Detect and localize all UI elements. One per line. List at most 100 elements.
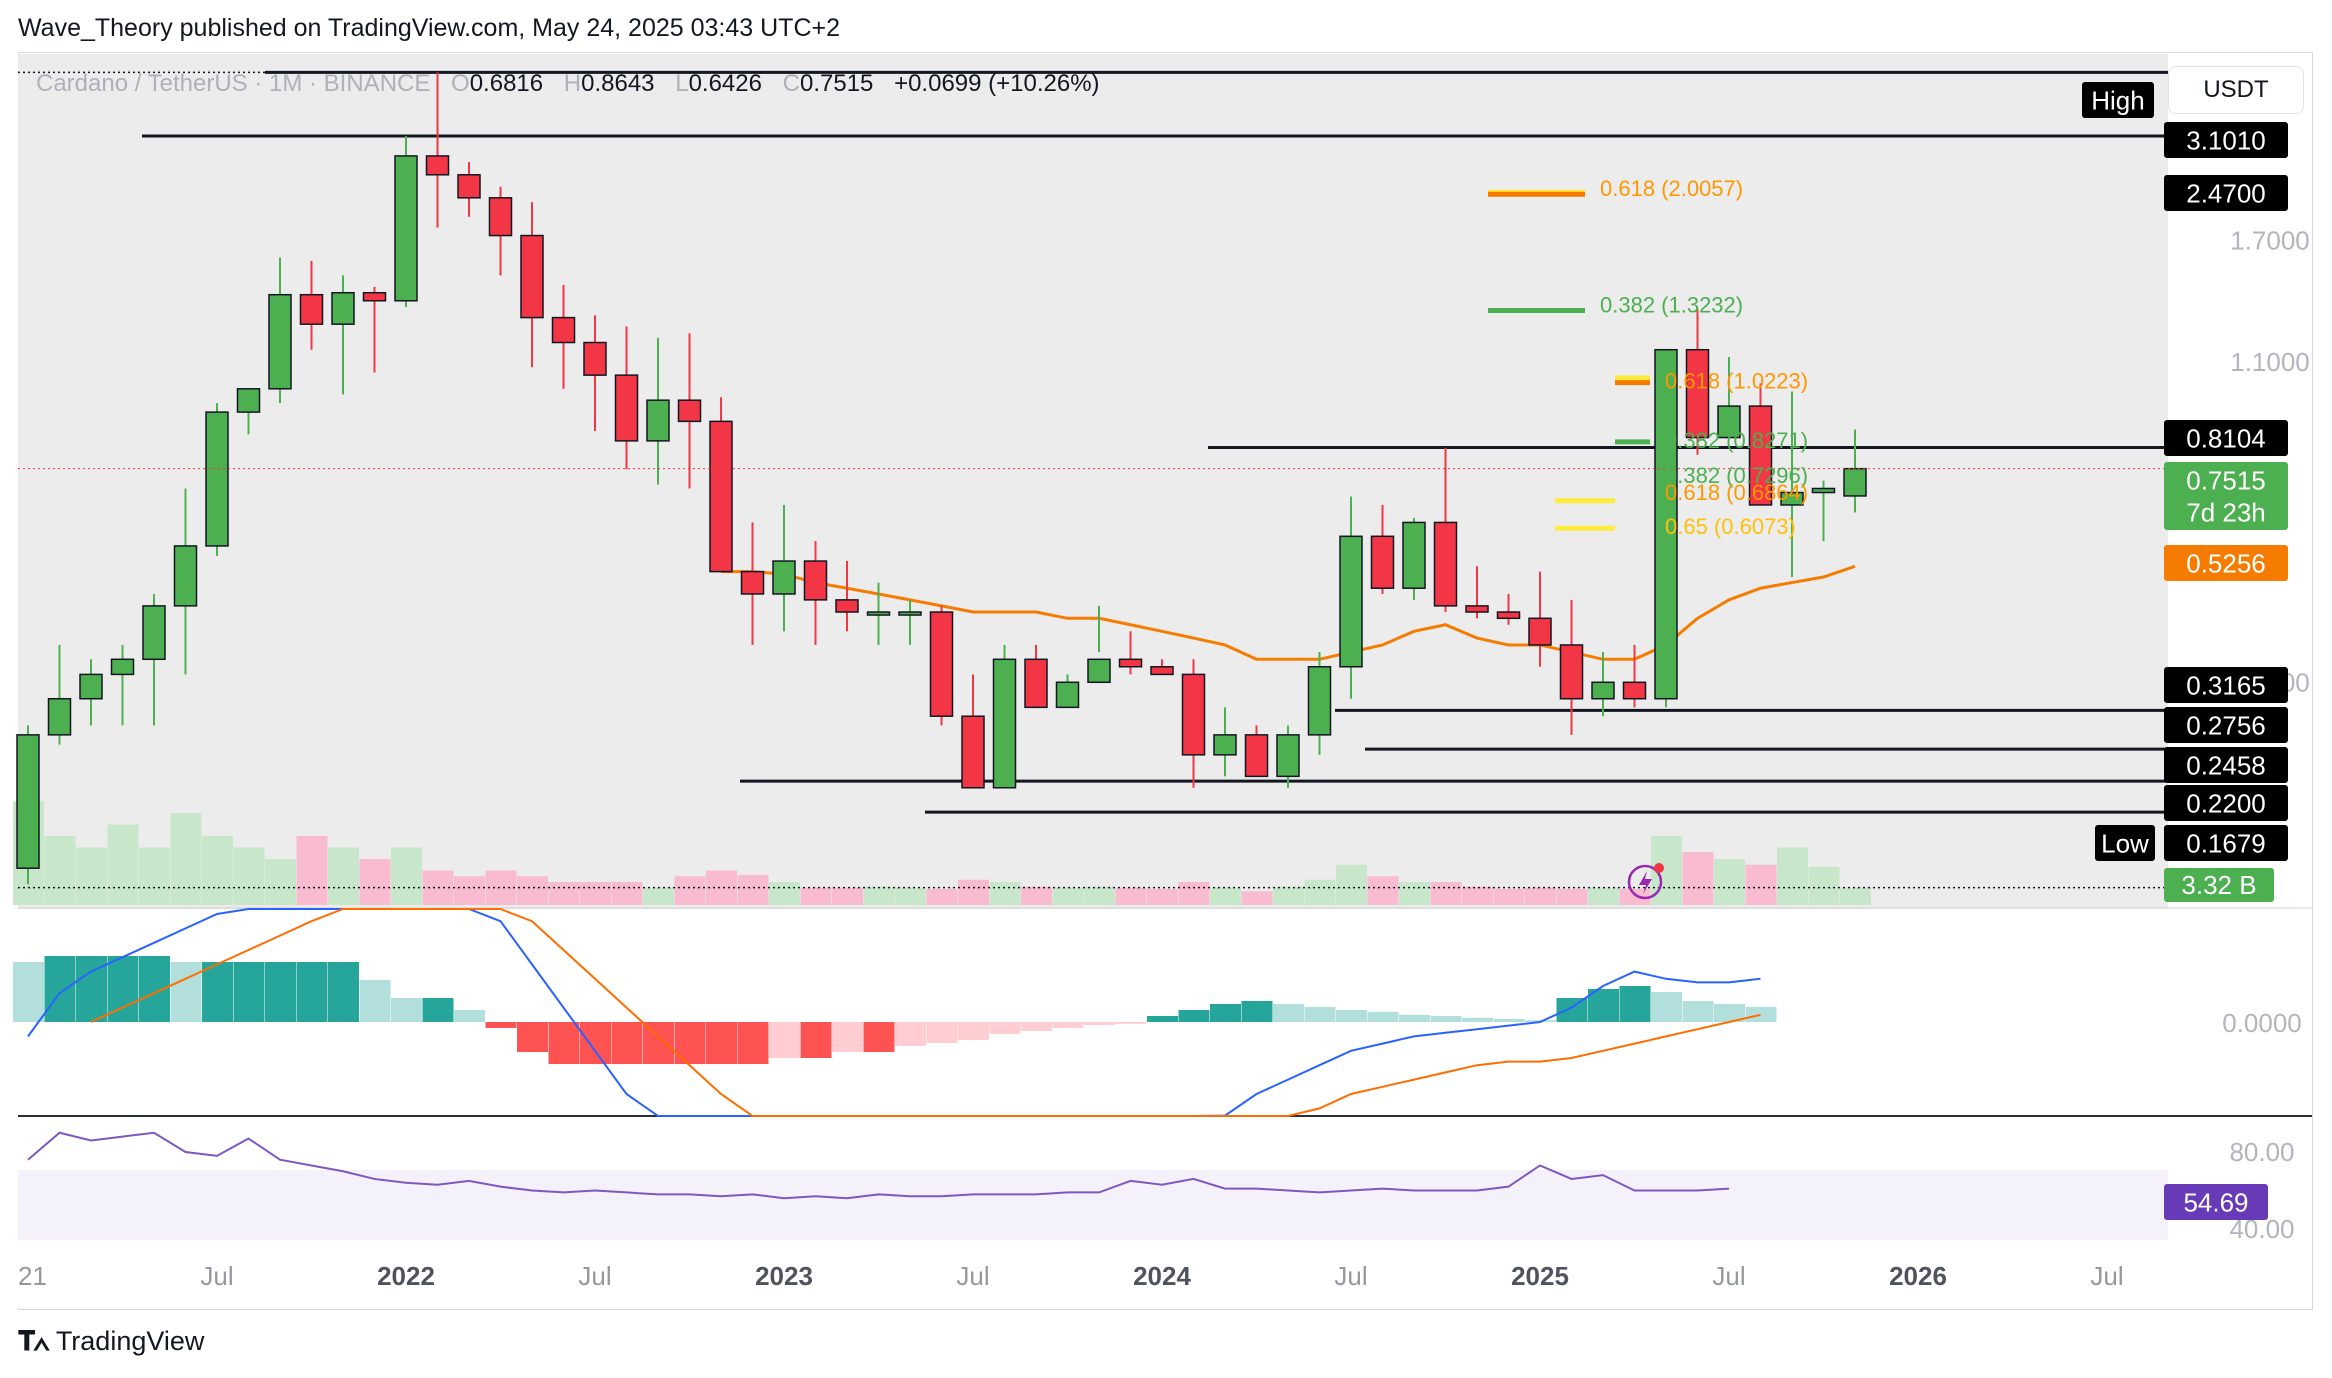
macd-hist-bar xyxy=(1084,1022,1115,1025)
time-axis-label: Jul xyxy=(2090,1261,2123,1291)
macd-hist-bar xyxy=(1052,1022,1084,1028)
macd-hist-bar xyxy=(1745,1007,1777,1022)
low-value: 0.6426 xyxy=(688,70,762,97)
candle-down xyxy=(1244,725,1269,778)
volume-bar xyxy=(1084,886,1115,905)
candle-body xyxy=(1339,535,1363,668)
candle-down xyxy=(709,397,733,573)
macd-hist-bar xyxy=(737,1022,769,1064)
candle-up xyxy=(142,593,166,726)
macd-hist-bar xyxy=(1714,1004,1745,1022)
candle-body xyxy=(299,293,324,325)
candle-up xyxy=(1780,391,1804,578)
volume-bar xyxy=(737,875,769,905)
macd-hist-bar xyxy=(1651,992,1682,1022)
fib-label: 0.618 (1.0223) xyxy=(1665,369,1808,394)
candle-body xyxy=(583,341,607,376)
volume-bar xyxy=(1147,888,1178,905)
volume-bar xyxy=(296,836,328,905)
macd-hist-bar xyxy=(1021,1022,1052,1031)
candle-up xyxy=(1402,517,1426,600)
candle-body xyxy=(1150,666,1174,676)
price-tag-2470: 2.4700 xyxy=(2164,175,2288,211)
price-tag-high: 3.1010 xyxy=(2164,122,2288,158)
volume-bar xyxy=(1493,888,1525,905)
candle-down xyxy=(1181,659,1206,788)
candle-up xyxy=(205,403,229,556)
candle-body xyxy=(425,155,450,176)
tradingview-logo[interactable]: 𝐓∧ TradingView xyxy=(18,1326,204,1358)
candle-body xyxy=(1433,521,1458,607)
macd-hist-bar xyxy=(643,1022,674,1064)
macd-hist-bar xyxy=(202,962,233,1022)
volume-bar xyxy=(1745,864,1777,905)
candle-body xyxy=(1528,617,1552,646)
volume-bar xyxy=(1525,887,1556,905)
high-label: H xyxy=(563,70,582,97)
volume-bar xyxy=(76,847,107,905)
high-tag: High xyxy=(2082,82,2154,118)
macd-hist-bar xyxy=(1493,1019,1525,1022)
volume-bar xyxy=(44,836,76,905)
fib-label: 0.65 (0.6073) xyxy=(1665,514,1796,539)
volume-bar xyxy=(1399,882,1430,905)
candle-body xyxy=(740,570,765,595)
candle-body xyxy=(331,291,355,325)
alert-bolt xyxy=(1639,871,1652,894)
candle-up xyxy=(1307,652,1332,755)
candle-body xyxy=(1213,734,1237,756)
volume-bar xyxy=(548,882,580,905)
candle-up xyxy=(110,644,135,726)
macd-hist-bar xyxy=(926,1022,958,1043)
volume-bar xyxy=(989,882,1021,905)
candle-down xyxy=(520,202,544,368)
currency-button[interactable]: USDT xyxy=(2168,66,2304,114)
candle-body xyxy=(1465,605,1489,613)
last-price-tag-bg xyxy=(2164,462,2288,498)
price-tag-03165-bg xyxy=(2164,667,2288,703)
macd-hist-bar xyxy=(800,1022,832,1058)
candle-down xyxy=(1685,309,1710,455)
candle-down xyxy=(1370,504,1395,594)
candle-body xyxy=(772,560,796,595)
candle-down xyxy=(677,333,702,489)
time-axis-label: 21 xyxy=(18,1261,47,1291)
price-tag-02200-text: 0.2200 xyxy=(2186,788,2266,818)
macd-hist-bar xyxy=(832,1022,863,1052)
volume-bar xyxy=(1777,847,1808,905)
volume-bar xyxy=(1367,876,1399,905)
candle-body xyxy=(709,420,733,573)
brand-name: TradingView xyxy=(55,1326,205,1356)
open-value: 0.6816 xyxy=(469,70,544,97)
price-axis-label: 1.1000 xyxy=(2230,347,2310,377)
price-tag-low: 0.1679 xyxy=(2164,825,2288,861)
time-axis-label: Jul xyxy=(578,1261,611,1291)
candle-down xyxy=(583,315,607,431)
rsi-value-tag-bg xyxy=(2164,1184,2268,1220)
macd-hist-bar xyxy=(895,1022,926,1046)
change-value: +0.0699 (+10.26%) xyxy=(894,70,1100,97)
candle-down xyxy=(299,260,324,350)
candle-body xyxy=(1748,405,1773,506)
volume-tag-bg xyxy=(2164,868,2274,902)
candle-body xyxy=(1370,535,1395,589)
time-axis-label: 2023 xyxy=(755,1261,813,1291)
candle-body xyxy=(1055,681,1080,709)
alert-dot xyxy=(1654,863,1664,873)
high-tag-bg xyxy=(2082,82,2154,118)
macd-hist-bar xyxy=(1462,1017,1493,1022)
candle-up xyxy=(1055,674,1080,709)
price-tag-02200-bg xyxy=(2164,785,2288,821)
volume-bar xyxy=(1808,866,1840,905)
volume-bar xyxy=(1714,859,1745,905)
symbol-legend[interactable]: Cardano / TetherUS · 1M · BINANCE O0.681… xyxy=(36,70,1100,98)
candle-body xyxy=(646,399,670,442)
candle-body xyxy=(394,155,418,302)
candle-body xyxy=(268,293,292,390)
macd-hist-bar xyxy=(548,1022,580,1064)
candle-down xyxy=(362,286,387,373)
last-price-tag-text: 0.7515 xyxy=(2186,465,2266,495)
candle-up xyxy=(898,599,922,645)
price-tag-low-text: 0.1679 xyxy=(2186,828,2266,858)
